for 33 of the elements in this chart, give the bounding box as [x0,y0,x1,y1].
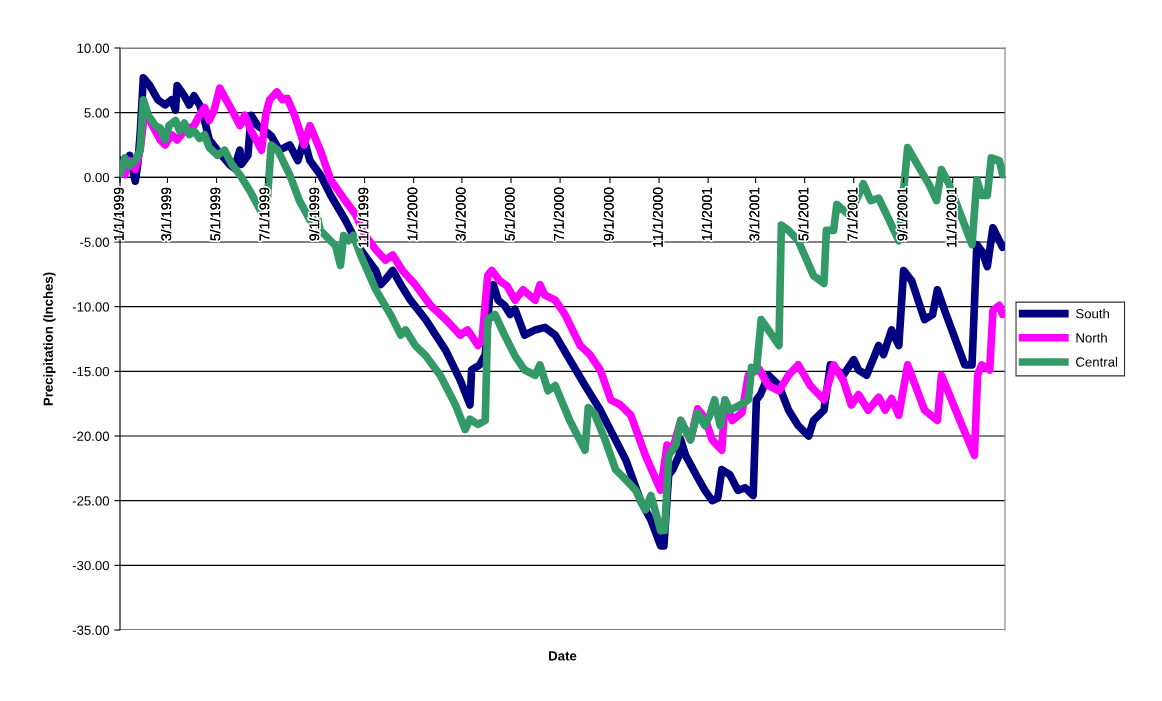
x-tick-label: 1/1/2000 [407,187,418,241]
x-tick-label: 3/1/2000 [455,187,466,241]
x-tick-label: 5/1/2001 [798,187,809,241]
y-tick-label: 5.00 [84,108,110,118]
x-tick-label: 7/1/1999 [259,187,270,241]
y-tick-label: -25.00 [72,496,110,506]
x-tick-label: 7/1/2000 [553,187,564,241]
y-tick-label: -10.00 [72,302,110,312]
legend-label: Central [1076,357,1118,367]
y-tick-label: -15.00 [72,366,110,377]
x-tick-label: 5/1/1999 [210,187,221,241]
legend-label: South [1076,308,1110,319]
y-tick-label: 10.00 [77,43,110,53]
x-tick-label: 3/1/1999 [160,187,172,241]
y-tick-label: -20.00 [72,431,110,441]
y-axis-title: Precipitation (Inches) [43,272,56,406]
x-tick-label: 1/1/2001 [701,187,712,241]
x-tick-label: 11/1/2001 [946,187,957,247]
x-tick-label: 9/1/2000 [603,187,614,241]
y-tick-label: -30.00 [72,560,110,571]
x-tick-label: 9/1/1999 [309,187,320,241]
x-tick-label: 3/1/2001 [749,187,760,241]
y-tick-label: -5.00 [80,237,110,247]
x-tick-label: 7/1/2001 [847,187,858,241]
x-axis-title: Date [549,651,577,661]
x-tick-label: 5/1/2000 [504,187,515,241]
x-tick-label: 11/1/1999 [358,187,369,247]
y-tick-label: 0.00 [84,172,110,183]
x-tick-label: 11/1/2000 [652,187,663,247]
legend-label: North [1076,332,1107,343]
x-tick-label: 1/1/1999 [113,187,124,241]
y-tick-label: -35.00 [72,625,110,635]
x-tick-label: 9/1/2001 [897,187,908,241]
